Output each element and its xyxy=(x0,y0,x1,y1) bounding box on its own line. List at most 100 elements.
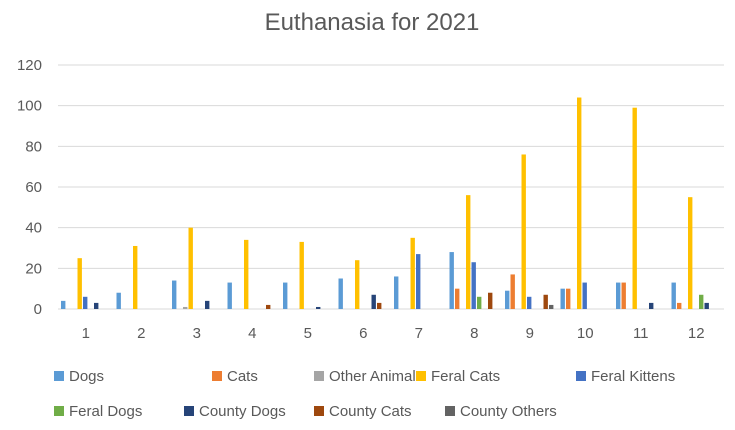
chart-title: Euthanasia for 2021 xyxy=(265,9,480,36)
bar-feral-cats xyxy=(577,97,582,309)
bar-feral-cats xyxy=(466,195,471,309)
y-tick-label: 40 xyxy=(25,220,42,237)
bar-cats xyxy=(455,288,460,309)
bar-feral-dogs xyxy=(699,294,704,309)
bar-feral-kittens xyxy=(527,296,532,309)
bar-feral-cats xyxy=(133,245,138,309)
x-tick-label: 12 xyxy=(688,325,705,342)
bar-dogs xyxy=(283,282,288,309)
legend-swatch xyxy=(445,406,455,416)
legend-item-cats: Cats xyxy=(212,368,258,385)
bar-county-cats xyxy=(488,292,493,309)
x-tick-label: 5 xyxy=(304,325,312,342)
bar-feral-cats xyxy=(688,197,693,309)
bar-other-animal xyxy=(183,306,188,309)
bar-feral-cats xyxy=(632,107,637,309)
x-tick-label: 8 xyxy=(470,325,478,342)
bar-county-cats xyxy=(377,302,382,309)
legend-swatch xyxy=(54,406,64,416)
legend-label: County Dogs xyxy=(199,403,286,420)
x-tick-label: 7 xyxy=(415,325,423,342)
bar-county-cats xyxy=(543,294,548,309)
legend-swatch xyxy=(576,371,586,381)
bar-feral-cats xyxy=(521,154,526,309)
legend-item-dogs: Dogs xyxy=(54,368,104,385)
legend-item-feral-cats: Feral Cats xyxy=(416,368,500,385)
y-tick-label: 20 xyxy=(25,260,42,277)
bar-dogs xyxy=(560,288,565,309)
legend-swatch xyxy=(314,406,324,416)
legend-label: County Others xyxy=(460,403,557,420)
bar-county-dogs xyxy=(649,302,654,309)
y-tick-label: 120 xyxy=(17,57,42,74)
bar-feral-kittens xyxy=(416,254,421,309)
y-tick-label: 60 xyxy=(25,179,42,196)
y-tick-label: 80 xyxy=(25,138,42,155)
bar-county-dogs xyxy=(316,306,321,309)
legend-label: Cats xyxy=(227,368,258,385)
bar-feral-kittens xyxy=(471,262,476,309)
bar-dogs xyxy=(61,300,66,309)
bar-county-cats xyxy=(266,304,271,309)
bar-county-dogs xyxy=(704,302,709,309)
legend-swatch xyxy=(184,406,194,416)
legend-swatch xyxy=(212,371,222,381)
legend-label: Dogs xyxy=(69,368,104,385)
legend-label: Feral Cats xyxy=(431,368,500,385)
y-tick-label: 0 xyxy=(34,301,42,318)
bar-feral-cats xyxy=(299,241,304,309)
bar-cats xyxy=(677,302,682,309)
bar-dogs xyxy=(394,276,399,309)
x-tick-label: 9 xyxy=(526,325,534,342)
bar-cats xyxy=(621,282,626,309)
bar-feral-cats xyxy=(188,227,193,309)
x-tick-label: 10 xyxy=(577,325,594,342)
bar-county-dogs xyxy=(371,294,376,309)
legend-item-feral-kittens: Feral Kittens xyxy=(576,368,675,385)
bar-feral-kittens xyxy=(582,282,587,309)
gridlines xyxy=(58,64,724,310)
x-tick-label: 11 xyxy=(633,325,649,342)
bar-feral-cats xyxy=(355,260,360,309)
bar-dogs xyxy=(227,282,232,309)
legend-swatch xyxy=(314,371,324,381)
bar-county-dogs xyxy=(94,302,99,309)
legend-label: County Cats xyxy=(329,403,412,420)
legend-swatch xyxy=(416,371,426,381)
bar-dogs xyxy=(116,292,121,309)
x-axis-ticks: 1 2 3 4 5 6 7 8 9 10 11 12 xyxy=(82,325,705,342)
legend-item-county-cats: County Cats xyxy=(314,403,412,420)
bar-dogs xyxy=(172,280,177,309)
legend-label: Feral Dogs xyxy=(69,403,142,420)
legend-label: Feral Kittens xyxy=(591,368,675,385)
bar-feral-cats xyxy=(244,239,249,309)
bar-dogs xyxy=(449,252,454,309)
legend: Dogs Cats Other Animal Feral Cats Feral Kitt… xyxy=(54,368,675,420)
bar-cats xyxy=(566,288,571,309)
bar-dogs xyxy=(671,282,676,309)
y-tick-label: 100 xyxy=(17,98,42,115)
x-tick-label: 6 xyxy=(359,325,367,342)
x-tick-label: 2 xyxy=(137,325,145,342)
x-tick-label: 1 xyxy=(82,325,90,342)
bar-dogs xyxy=(616,282,621,309)
bar-feral-kittens xyxy=(83,296,88,309)
legend-item-county-others: County Others xyxy=(445,403,557,420)
legend-item-county-dogs: County Dogs xyxy=(184,403,286,420)
bar-county-dogs xyxy=(205,300,210,309)
bar-dogs xyxy=(505,290,510,309)
bar-feral-cats xyxy=(410,237,415,309)
legend-label: Other Animal xyxy=(329,368,416,385)
bar-county-others xyxy=(549,304,554,309)
y-axis-ticks: 0 20 40 60 80 100 120 xyxy=(17,57,42,318)
legend-swatch xyxy=(54,371,64,381)
x-tick-label: 4 xyxy=(248,325,256,342)
bars xyxy=(61,97,709,309)
bar-feral-cats xyxy=(77,258,82,309)
legend-item-feral-dogs: Feral Dogs xyxy=(54,403,142,420)
bar-feral-dogs xyxy=(477,296,482,309)
bar-cats xyxy=(510,274,515,309)
legend-item-other-animal: Other Animal xyxy=(314,368,416,385)
x-tick-label: 3 xyxy=(193,325,201,342)
